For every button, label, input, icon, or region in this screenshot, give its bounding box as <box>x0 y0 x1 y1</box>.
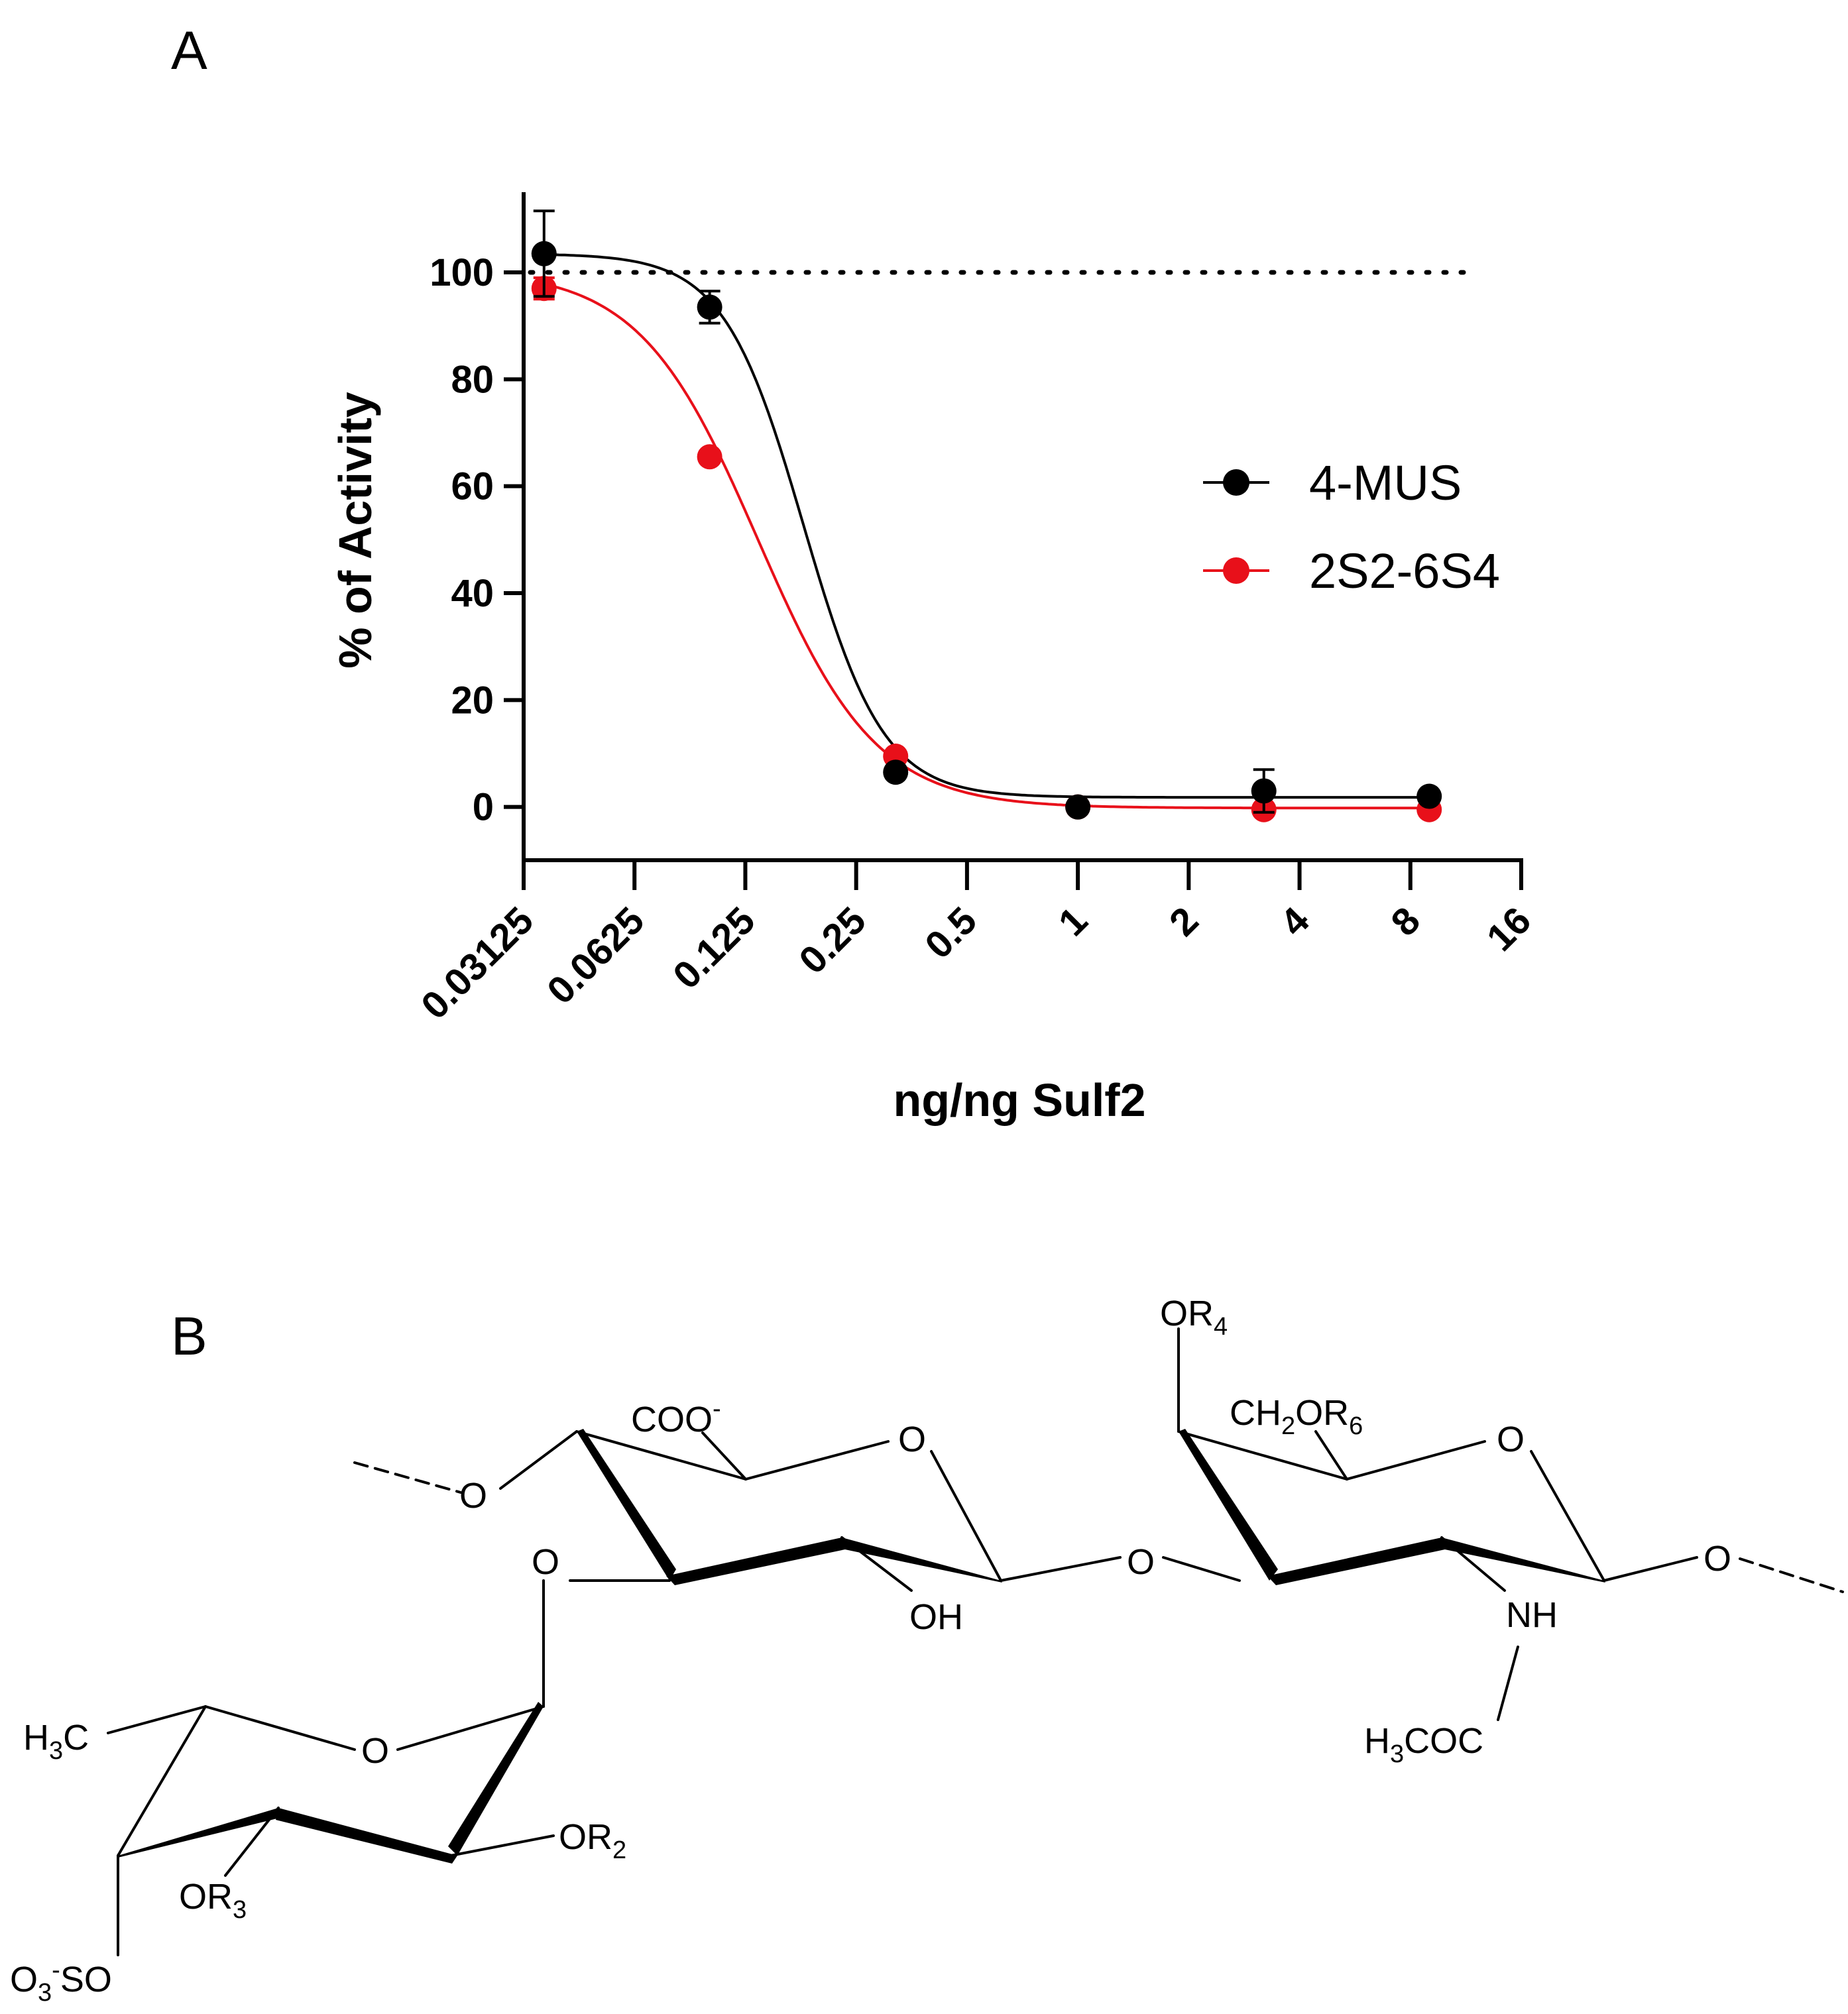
y-axis-title: % of Activity <box>329 392 381 669</box>
data-point-series-0 <box>531 241 557 266</box>
x-tick-label: 0.25 <box>791 899 874 982</box>
bond <box>107 1705 207 1734</box>
data-point-series-1 <box>697 444 722 470</box>
bond <box>449 1834 555 1857</box>
label-left-oxygen: O <box>459 1476 487 1516</box>
chemical-structure: COO- O O O OH O OR4 CH2OR6 O NH H3COC O … <box>10 1294 1844 2007</box>
structure-wedges <box>118 1429 1605 1864</box>
label-link-oxygen-2: O <box>1127 1542 1155 1582</box>
wedge-bond <box>666 1538 845 1585</box>
x-tick-label: 0.125 <box>665 899 764 997</box>
structure-labels: COO- O O O OH O OR4 CH2OR6 O NH H3COC O … <box>10 1294 1731 2007</box>
x-tick-label: 1 <box>1051 899 1096 944</box>
label-o3so: O3-SO <box>10 1956 112 2007</box>
bond <box>701 1431 747 1481</box>
x-axis-title: ng/ng Sulf2 <box>893 1074 1145 1126</box>
bond <box>204 1705 356 1751</box>
bond <box>1603 1556 1698 1582</box>
data-point-series-0 <box>1251 778 1277 804</box>
wedge-bond <box>276 1808 457 1864</box>
bond <box>1497 1646 1519 1721</box>
legend-label-0: 4-MUS <box>1309 455 1462 510</box>
x-tick-label: 0.0625 <box>539 899 652 1012</box>
data-point-series-0 <box>1065 794 1091 820</box>
wedge-bond <box>448 1702 544 1856</box>
bond <box>575 1430 747 1481</box>
bond <box>1346 1440 1486 1481</box>
panel-label-b: B <box>171 1306 207 1367</box>
x-tick-label: 16 <box>1479 899 1540 960</box>
label-ring1-oxygen: O <box>898 1420 926 1459</box>
x-tick-label: 8 <box>1383 899 1428 944</box>
label-link-oxygen-1: O <box>532 1542 559 1582</box>
x-tick-label: 4 <box>1272 899 1318 944</box>
chart-fit-curves <box>544 253 1430 810</box>
bond <box>117 1705 207 1857</box>
label-coo: COO- <box>631 1395 721 1439</box>
panel-label-a: A <box>171 21 207 81</box>
label-ring3-oxygen: O <box>361 1731 389 1771</box>
y-tick-label: 100 <box>430 251 494 294</box>
label-oh: OH <box>909 1597 963 1637</box>
y-tick-label: 80 <box>451 358 494 401</box>
bond <box>1000 1556 1122 1582</box>
bond <box>1177 1430 1348 1481</box>
label-ring2-oxygen: O <box>1497 1420 1525 1459</box>
wedge-bond <box>118 1808 278 1858</box>
dashed-bond-left <box>353 1461 462 1494</box>
structure-bonds <box>107 1327 1844 1956</box>
fit-curve-1 <box>544 282 1430 810</box>
label-h3c: H3C <box>23 1718 89 1765</box>
legend-marker-0 <box>1223 469 1249 496</box>
y-tick-label: 60 <box>451 465 494 508</box>
bond <box>1162 1556 1241 1582</box>
bond <box>396 1705 545 1751</box>
bond <box>930 1450 1002 1582</box>
y-tick-label: 0 <box>473 786 494 829</box>
legend-label-1: 2S2-6S4 <box>1309 543 1500 598</box>
data-point-series-0 <box>1416 783 1442 809</box>
data-point-series-0 <box>883 759 909 785</box>
data-point-series-0 <box>697 294 722 320</box>
x-tick-label: 2 <box>1161 899 1207 944</box>
dashed-bond-right <box>1739 1557 1844 1593</box>
label-or2: OR2 <box>559 1817 626 1864</box>
bond <box>499 1430 578 1490</box>
label-nh: NH <box>1506 1595 1558 1635</box>
fit-curve-0 <box>544 253 1430 799</box>
chart-data-points <box>531 209 1442 822</box>
wedge-bond <box>1438 1538 1605 1583</box>
y-tick-label: 20 <box>451 679 494 722</box>
label-right-oxygen: O <box>1704 1539 1731 1579</box>
legend-marker-1 <box>1223 557 1249 584</box>
label-or3: OR3 <box>179 1877 247 1924</box>
bond <box>744 1440 890 1481</box>
wedge-bond <box>838 1538 1002 1583</box>
bond <box>1530 1450 1605 1582</box>
wedge-bond <box>1179 1429 1278 1581</box>
wedge-bond <box>577 1429 676 1581</box>
chart-legend: 4-MUS 2S2-6S4 <box>1203 455 1500 598</box>
x-tick-label: 0.5 <box>917 899 985 967</box>
x-tick-label: 0.03125 <box>413 899 542 1027</box>
label-h3coc: H3COC <box>1364 1721 1483 1768</box>
bond <box>1314 1430 1348 1481</box>
wedge-bond <box>1267 1538 1445 1585</box>
label-ch2or6: CH2OR6 <box>1230 1393 1363 1440</box>
y-tick-label: 40 <box>451 572 494 615</box>
label-or4: OR4 <box>1160 1294 1228 1341</box>
